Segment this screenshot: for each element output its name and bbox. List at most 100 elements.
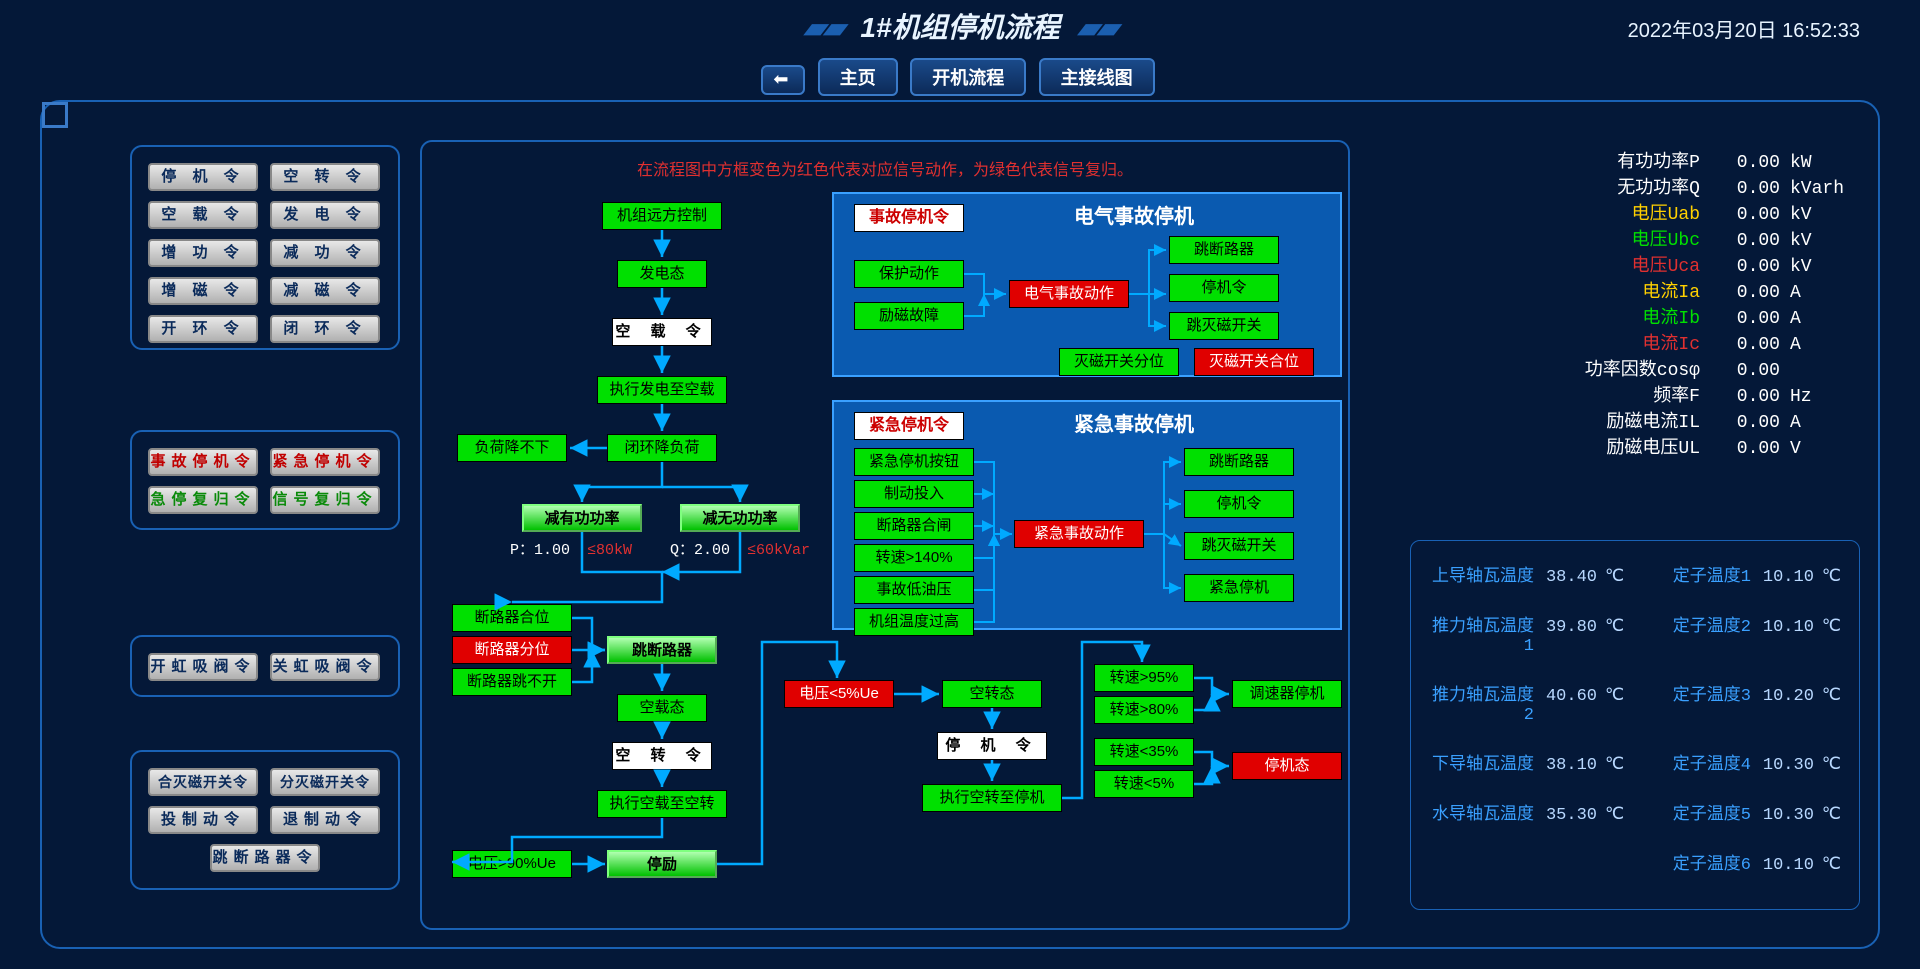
nav-bar: 主页 开机流程 主接线图 (0, 58, 1920, 96)
nav-wiring-button[interactable]: 主接线图 (1039, 58, 1155, 96)
btn-stop-excite[interactable]: 停励 (607, 850, 717, 878)
node-speed-80: 转速>80% (1094, 696, 1194, 724)
cmd-信号复归令[interactable]: 信号复归令 (270, 486, 380, 514)
node-remote-ctrl: 机组远方控制 (602, 202, 722, 230)
temp-row-1: 推力轴瓦温度139.80℃定子温度210.10℃ (1429, 611, 1841, 656)
cmd-开虹吸阀令[interactable]: 开虹吸阀令 (148, 653, 258, 681)
node-exec-gen-idle: 执行发电至空载 (597, 376, 727, 404)
p-annot: P：1.00 ≤80kW (510, 538, 632, 559)
cmd-减 磁 令[interactable]: 减 磁 令 (270, 277, 380, 305)
metric-电压Uab: 电压Uab0.00kV (1520, 202, 1840, 228)
emerg-i4: 转速>140% (854, 544, 974, 572)
cmd-紧急停机令[interactable]: 紧急停机令 (270, 448, 380, 476)
elec-o2: 停机令 (1169, 274, 1279, 302)
metric-有功功率P: 有功功率P0.00kW (1520, 150, 1840, 176)
node-breaker-open: 断路器分位 (452, 636, 572, 664)
node-breaker-close: 断路器合位 (452, 604, 572, 632)
cmd-增 磁 令[interactable]: 增 磁 令 (148, 277, 258, 305)
cmd-group-1: 停 机 令空 转 令空 载 令发 电 令增 功 令减 功 令增 磁 令减 磁 令… (130, 145, 400, 350)
title-slash-left: ▰▰ (804, 12, 843, 43)
flow-area: 在流程图中方框变色为红色代表对应信号动作，为绿色代表信号复归。 机组远方控制 发… (420, 140, 1350, 930)
temp-panel: 上导轴瓦温度38.40℃定子温度110.10℃推力轴瓦温度139.80℃定子温度… (1410, 540, 1860, 910)
elec-action: 电气事故动作 (1009, 280, 1129, 308)
metric-电压Ubc: 电压Ubc0.00kV (1520, 228, 1840, 254)
node-stop-state: 停机态 (1232, 752, 1342, 780)
node-load-stuck: 负荷降不下 (457, 434, 567, 462)
emerg-o2: 停机令 (1184, 490, 1294, 518)
cmd-停 机 令[interactable]: 停 机 令 (148, 163, 258, 191)
elec-title: 电气事故停机 (1074, 200, 1194, 229)
cmd-空 转 令[interactable]: 空 转 令 (270, 163, 380, 191)
emerg-fault-panel: 紧急事故停机 紧急停机令 紧急停机按钮 制动投入 断路器合闸 转速>140% 事… (832, 400, 1342, 630)
temp-row-3: 下导轴瓦温度38.10℃定子温度410.30℃ (1429, 749, 1841, 775)
node-closed-loop: 闭环降负荷 (607, 434, 717, 462)
node-idle-state: 空载态 (617, 694, 707, 722)
cmd-关虹吸阀令[interactable]: 关虹吸阀令 (270, 653, 380, 681)
cmd-急停复归令[interactable]: 急停复归令 (148, 486, 258, 514)
metric-励磁电压UL: 励磁电压UL0.00V (1520, 436, 1840, 462)
cmd-增 功 令[interactable]: 增 功 令 (148, 239, 258, 267)
node-volt-lt5: 电压<5%Ue (784, 680, 894, 708)
node-governor-stop: 调速器停机 (1232, 680, 1342, 708)
elec-fault-panel: 电气事故停机 事故停机令 保护动作 励磁故障 电气事故动作 跳断路器 停机令 跳… (832, 192, 1342, 377)
nav-home-button[interactable]: 主页 (818, 58, 898, 96)
node-exec-spin-stop: 执行空转至停机 (922, 784, 1062, 812)
cmd-减 功 令[interactable]: 减 功 令 (270, 239, 380, 267)
elec-o3: 跳灭磁开关 (1169, 312, 1279, 340)
emerg-o3: 跳灭磁开关 (1184, 532, 1294, 560)
emerg-action: 紧急事故动作 (1014, 520, 1144, 548)
node-breaker-stuck: 断路器跳不开 (452, 668, 572, 696)
q-annot: Q：2.00 ≤60kVar (670, 538, 810, 559)
btn-reduce-p[interactable]: 减有功功率 (522, 504, 642, 532)
metric-电流Ic: 电流Ic0.00A (1520, 332, 1840, 358)
nav-back-button[interactable] (761, 65, 805, 95)
flow-legend: 在流程图中方框变色为红色代表对应信号动作，为绿色代表信号复归。 (422, 156, 1348, 180)
cmd-开 环 令[interactable]: 开 环 令 (148, 315, 258, 343)
node-speed-95: 转速>95% (1094, 664, 1194, 692)
node-stop-cmd: 停 机 令 (937, 732, 1047, 760)
cmd-退制动令[interactable]: 退制动令 (270, 806, 380, 834)
temp-row-2: 推力轴瓦温度240.60℃定子温度310.20℃ (1429, 680, 1841, 725)
metric-电流Ib: 电流Ib0.00A (1520, 306, 1840, 332)
cmd-闭 环 令[interactable]: 闭 环 令 (270, 315, 380, 343)
emerg-cmd: 紧急停机令 (854, 412, 964, 440)
cmd-空 载 令[interactable]: 空 载 令 (148, 201, 258, 229)
metric-无功功率Q: 无功功率Q0.00kVarh (1520, 176, 1840, 202)
datetime: 2022年03月20日 16:52:33 (1628, 14, 1860, 43)
emerg-title: 紧急事故停机 (1074, 408, 1194, 437)
btn-trip-breaker[interactable]: 跳断路器 (607, 636, 717, 664)
emerg-i1: 紧急停机按钮 (854, 448, 974, 476)
elec-protect: 保护动作 (854, 260, 964, 288)
btn-reduce-q[interactable]: 减无功功率 (680, 504, 800, 532)
cmd-跳断路器令[interactable]: 跳断路器令 (210, 844, 320, 872)
metric-功率因数cosφ: 功率因数cosφ0.00 (1520, 358, 1840, 384)
emerg-i3: 断路器合闸 (854, 512, 974, 540)
cmd-投制动令[interactable]: 投制动令 (148, 806, 258, 834)
metrics-table: 有功功率P0.00kW无功功率Q0.00kVarh电压Uab0.00kV电压Ub… (1520, 150, 1840, 462)
metric-电流Ia: 电流Ia0.00A (1520, 280, 1840, 306)
node-speed-35: 转速<35% (1094, 738, 1194, 766)
cmd-group-3: 开虹吸阀令关虹吸阀令 (130, 635, 400, 697)
node-exec-idle-spin: 执行空载至空转 (597, 790, 727, 818)
node-idle-cmd: 空 载 令 (612, 318, 712, 346)
cmd-发 电 令[interactable]: 发 电 令 (270, 201, 380, 229)
node-speed-5: 转速<5% (1094, 770, 1194, 798)
cmd-分灭磁开关令[interactable]: 分灭磁开关令 (270, 768, 380, 796)
temp-row-5: 定子温度610.10℃ (1429, 849, 1841, 875)
cmd-group-4: 合灭磁开关令分灭磁开关令投制动令退制动令跳断路器令 (130, 750, 400, 890)
cmd-事故停机令[interactable]: 事故停机令 (148, 448, 258, 476)
cmd-合灭磁开关令[interactable]: 合灭磁开关令 (148, 768, 258, 796)
node-volt-gt90: 电压>90%Ue (452, 850, 572, 878)
emerg-o4: 紧急停机 (1184, 574, 1294, 602)
elec-cmd: 事故停机令 (854, 204, 964, 232)
node-spin-cmd: 空 转 令 (612, 742, 712, 770)
metric-频率F: 频率F0.00Hz (1520, 384, 1840, 410)
node-spin-state: 空转态 (942, 680, 1042, 708)
metric-励磁电流IL: 励磁电流IL0.00A (1520, 410, 1840, 436)
title-slash-right: ▰▰ (1077, 12, 1116, 43)
elec-o1: 跳断路器 (1169, 236, 1279, 264)
elec-d1: 灭磁开关分位 (1059, 348, 1179, 376)
nav-start-button[interactable]: 开机流程 (910, 58, 1026, 96)
node-gen-state: 发电态 (617, 260, 707, 288)
emerg-i2: 制动投入 (854, 480, 974, 508)
